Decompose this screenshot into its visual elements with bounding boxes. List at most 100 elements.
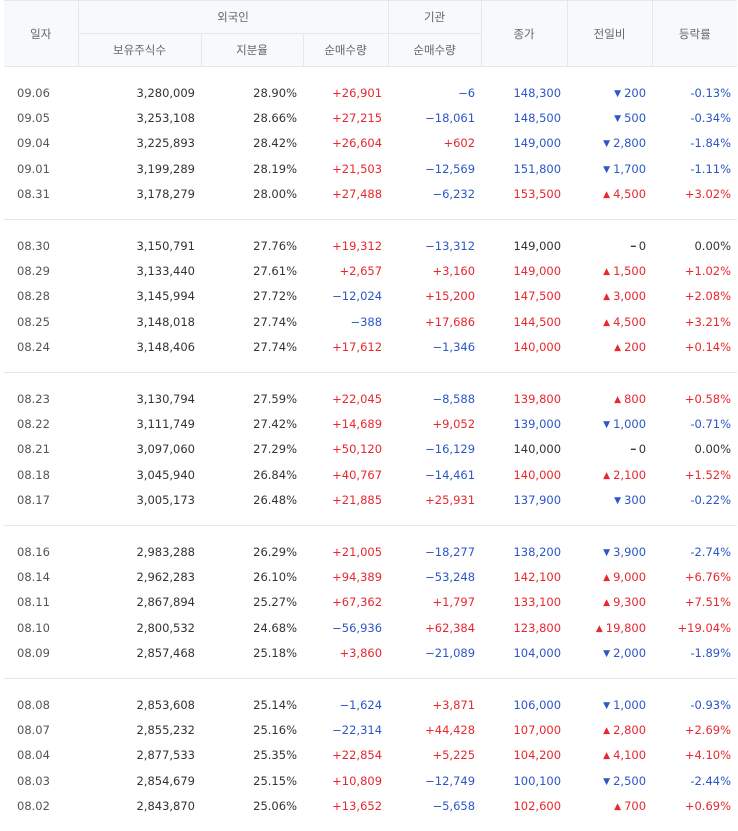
header-foreign: 외국인 — [77, 0, 389, 34]
row-inst-net: −12,749 — [425, 773, 476, 788]
row-rate: -0.93% — [690, 697, 732, 712]
row-change-value: 1,700 — [613, 161, 647, 176]
row-change-value: 4,500 — [613, 314, 647, 329]
row-change: ▲ 3,000 — [567, 284, 652, 309]
row-date: 08.31 — [17, 187, 50, 202]
row-holdings: 2,843,870 — [136, 799, 195, 814]
row-change: ▲ 9,000 — [567, 564, 652, 589]
row-holdings: 3,225,893 — [136, 136, 195, 151]
row-holdings: 3,045,940 — [136, 467, 195, 482]
row-ratio: 26.29% — [253, 544, 297, 559]
row-ratio: 26.10% — [253, 569, 297, 584]
row-foreign-net: +22,854 — [332, 748, 383, 763]
table-row: 08.28 3,145,994 27.72% −12,024 +15,200 147,50… — [4, 284, 737, 309]
row-inst-net: −12,569 — [425, 161, 476, 176]
row-change-value: 500 — [624, 111, 647, 126]
row-holdings: 2,983,288 — [136, 544, 195, 559]
row-change: ▲ 2,800 — [567, 717, 652, 742]
row-change-value: 700 — [624, 799, 647, 814]
table-row: 08.08 2,853,608 25.14% −1,624 +3,871 106,000 ▼… — [4, 692, 737, 717]
row-change-value: 200 — [624, 85, 647, 100]
triangle-up-icon: ▲ — [614, 802, 622, 813]
triangle-up-icon: ▲ — [603, 572, 611, 583]
header-ratio: 지분율 — [200, 33, 304, 67]
row-foreign-net: +50,120 — [332, 442, 383, 457]
row-change-value: 1,000 — [613, 416, 647, 431]
row-ratio: 28.00% — [253, 187, 297, 202]
row-change-value: 1,000 — [613, 697, 647, 712]
row-change: ━ 0 — [567, 437, 652, 462]
row-close: 149,000 — [513, 136, 562, 151]
row-date: 08.29 — [17, 264, 50, 279]
triangle-down-icon: ▼ — [603, 547, 611, 558]
row-foreign-net: +3,860 — [339, 646, 383, 661]
row-rate: -0.34% — [690, 111, 732, 126]
row-close: 133,100 — [513, 595, 562, 610]
row-inst-net: +62,384 — [425, 620, 476, 635]
row-change-value: 0 — [638, 238, 647, 253]
row-inst-net: +25,931 — [425, 493, 476, 508]
row-rate: -0.22% — [690, 493, 732, 508]
group-divider — [4, 525, 738, 526]
row-inst-net: −21,089 — [425, 646, 476, 661]
row-change-value: 0 — [638, 442, 647, 457]
row-change: ▼ 1,700 — [567, 156, 652, 181]
row-holdings: 3,150,791 — [136, 238, 195, 253]
row-foreign-net: +27,488 — [332, 187, 383, 202]
row-close: 142,100 — [513, 569, 562, 584]
row-close: 139,000 — [513, 416, 562, 431]
row-foreign-net: −22,314 — [332, 722, 383, 737]
row-date: 08.17 — [17, 493, 50, 508]
flat-dash-icon: ━ — [630, 445, 636, 455]
row-holdings: 3,199,289 — [136, 161, 195, 176]
header-institution: 기관 — [387, 0, 482, 34]
table-row: 08.30 3,150,791 27.76% +19,312 −13,312 149,00… — [4, 233, 737, 258]
row-date: 08.25 — [17, 314, 50, 329]
row-date: 09.01 — [17, 161, 50, 176]
triangle-up-icon: ▲ — [614, 394, 622, 405]
row-close: 140,000 — [513, 467, 562, 482]
row-close: 104,200 — [513, 748, 562, 763]
row-rate: +2.08% — [684, 289, 732, 304]
row-date: 08.30 — [17, 238, 50, 253]
row-change-value: 3,000 — [613, 289, 647, 304]
row-change: ▼ 300 — [567, 487, 652, 512]
row-inst-net: −5,658 — [432, 799, 476, 814]
triangle-down-icon: ▼ — [614, 496, 622, 507]
row-close: 148,300 — [513, 85, 562, 100]
row-close: 140,000 — [513, 340, 562, 355]
row-close: 107,000 — [513, 722, 562, 737]
triangle-up-icon: ▲ — [595, 623, 603, 634]
row-rate: 0.00% — [694, 442, 732, 457]
row-date: 09.06 — [17, 85, 50, 100]
row-change: ▲ 2,100 — [567, 462, 652, 487]
row-rate: +19.04% — [677, 620, 732, 635]
group-divider — [4, 372, 738, 373]
table-row: 08.21 3,097,060 27.29% +50,120 −16,129 140,00… — [4, 437, 737, 462]
row-change: ▲ 800 — [567, 386, 652, 411]
row-ratio: 28.42% — [253, 136, 297, 151]
row-change: ▼ 2,800 — [567, 131, 652, 156]
row-ratio: 25.27% — [253, 595, 297, 610]
row-inst-net: −13,312 — [425, 238, 476, 253]
row-ratio: 27.76% — [253, 238, 297, 253]
row-rate: +1.02% — [684, 264, 732, 279]
row-change: ▲ 4,500 — [567, 309, 652, 334]
row-ratio: 25.35% — [253, 748, 297, 763]
row-date: 09.05 — [17, 111, 50, 126]
row-holdings: 3,005,173 — [136, 493, 195, 508]
row-date: 08.24 — [17, 340, 50, 355]
row-inst-net: −18,061 — [425, 111, 476, 126]
row-change-value: 4,100 — [613, 748, 647, 763]
table-row: 08.23 3,130,794 27.59% +22,045 −8,588 139,800… — [4, 386, 737, 411]
triangle-up-icon: ▲ — [603, 292, 611, 303]
row-inst-net: −18,277 — [425, 544, 476, 559]
row-inst-net: −1,346 — [432, 340, 476, 355]
triangle-up-icon: ▲ — [603, 317, 611, 328]
row-holdings: 2,855,232 — [136, 722, 195, 737]
row-foreign-net: +10,809 — [332, 773, 383, 788]
row-change-value: 1,500 — [613, 264, 647, 279]
table-row: 08.14 2,962,283 26.10% +94,389 −53,248 142,10… — [4, 564, 737, 589]
row-foreign-net: +94,389 — [332, 569, 383, 584]
row-date: 08.08 — [17, 697, 50, 712]
